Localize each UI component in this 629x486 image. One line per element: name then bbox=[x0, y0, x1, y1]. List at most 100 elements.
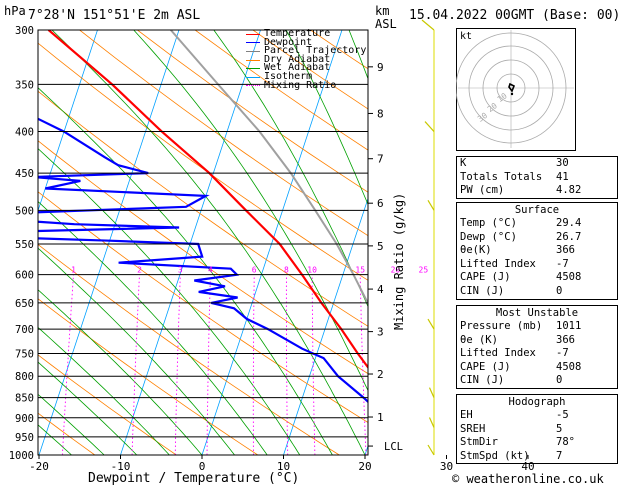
legend-label: Parcel Trajectory bbox=[264, 45, 367, 57]
hodograph-frame bbox=[456, 28, 576, 151]
wet-adiabat bbox=[38, 424, 72, 455]
km-tick-label: 4 bbox=[377, 283, 384, 296]
location-title: 7°28'N 151°51'E 2m ASL bbox=[28, 8, 201, 23]
row-label: CIN (J) bbox=[460, 284, 505, 297]
table-row: Lifted Index -7 bbox=[457, 347, 617, 361]
legend-item: Temperature bbox=[246, 29, 366, 39]
x-axis-title: Dewpoint / Temperature (°C) bbox=[88, 471, 300, 486]
mixing-ratio-label: 2 bbox=[137, 266, 142, 275]
mixing-ratio-axis-title: Mixing Ratio (g/kg) bbox=[392, 192, 406, 330]
wind-barb bbox=[427, 200, 435, 211]
pressure-unit-label: hPa bbox=[4, 4, 26, 18]
pressure-tick-label: 700 bbox=[15, 324, 34, 336]
legend-item: Mixing Ratio bbox=[246, 79, 366, 91]
mixing-ratio-label: 6 bbox=[252, 266, 257, 275]
pressure-tick-label: 450 bbox=[15, 168, 34, 180]
wind-barb bbox=[428, 417, 435, 428]
mixing-ratio-line bbox=[311, 274, 316, 455]
wet-adiabat bbox=[38, 326, 170, 455]
mixing-ratio-label: 4 bbox=[208, 266, 213, 275]
pressure-tick-label: 800 bbox=[15, 371, 34, 383]
mixing-ratio-line bbox=[61, 274, 74, 455]
asl-label: ASL bbox=[375, 17, 397, 31]
isotherm-line bbox=[120, 30, 261, 455]
row-value: -7 bbox=[556, 347, 569, 360]
table-row: PW (cm) 4.82 bbox=[457, 184, 617, 198]
legend-label: Mixing Ratio bbox=[264, 79, 337, 91]
isotherm-line bbox=[0, 30, 16, 455]
hodograph-unit-label: kt bbox=[460, 31, 472, 42]
hodograph-table: Hodograph EH -5 SREH 5 StmDir 78° StmSpd (kt) 7 bbox=[456, 394, 618, 465]
table-row: Pressure (mb) 1011 bbox=[457, 320, 617, 334]
row-value: 4.82 bbox=[556, 184, 582, 197]
legend: Temperature Dewpoint Parcel Trajectory Dry … bbox=[246, 29, 367, 91]
dry-adiabat bbox=[79, 30, 368, 237]
legend-label: Wet Adiabat bbox=[264, 62, 331, 74]
table-row: θe (K) 366 bbox=[457, 334, 617, 348]
surface-table: Surface Temp (°C) 29.4 Dewp (°C) 26.7 θe(K) 36… bbox=[456, 202, 618, 300]
wet-adiabat bbox=[285, 30, 368, 206]
isotherm-line bbox=[38, 30, 98, 212]
indices-table: K 30 Totals Totals 41 PW (cm) 4.82 bbox=[456, 156, 618, 199]
legend-swatch bbox=[246, 59, 260, 61]
row-value: 5 bbox=[556, 422, 563, 435]
dry-adiabat bbox=[38, 354, 177, 455]
dry-adiabat bbox=[38, 140, 368, 375]
km-tick-label: 9 bbox=[377, 61, 384, 74]
row-label: StmDir bbox=[460, 436, 498, 449]
dry-adiabat bbox=[0, 30, 13, 455]
legend-swatch bbox=[246, 50, 260, 52]
row-value: 7 bbox=[556, 449, 563, 462]
row-label: EH bbox=[460, 409, 473, 421]
km-tick-label: 8 bbox=[377, 107, 384, 120]
row-label: CAPE (J) bbox=[460, 360, 511, 373]
series-dewpoint bbox=[38, 117, 368, 404]
table-row: CIN (J) 0 bbox=[457, 285, 617, 299]
wet-adiabat bbox=[38, 247, 235, 455]
legend-item: Wet Adiabat bbox=[246, 62, 366, 74]
row-value: 26.7 bbox=[556, 230, 582, 243]
legend-label: Isotherm bbox=[264, 70, 313, 82]
row-label: θe(K) bbox=[460, 244, 492, 257]
lcl-label: LCL bbox=[384, 441, 403, 453]
row-value: 366 bbox=[556, 333, 575, 346]
mixing-ratio-label: 10 bbox=[307, 266, 317, 275]
table-row: CAPE (J) 4508 bbox=[457, 271, 617, 285]
isotherm-line bbox=[283, 197, 368, 455]
row-label: Totals Totals bbox=[460, 170, 543, 183]
km-tick-label: 2 bbox=[377, 368, 384, 381]
mixing-ratio-label: 8 bbox=[284, 266, 289, 275]
wet-adiabat bbox=[38, 361, 138, 455]
pressure-tick-label: 850 bbox=[15, 393, 34, 405]
row-label: StmSpd (kt) bbox=[460, 449, 530, 462]
row-value: 4508 bbox=[556, 360, 582, 373]
row-value: 78° bbox=[556, 436, 575, 449]
table-row: CAPE (J) 4508 bbox=[457, 361, 617, 375]
datetime-label: 15.04.2022 00GMT (Base: 00) bbox=[409, 8, 621, 23]
mixing-ratio-label: 20 bbox=[391, 266, 401, 275]
legend-item: Dewpoint bbox=[246, 37, 366, 48]
mixing-ratio-line bbox=[131, 274, 140, 455]
legend-item: Isotherm bbox=[246, 70, 366, 82]
row-label: CIN (J) bbox=[460, 374, 505, 387]
footer-credit: © weatheronline.co.uk bbox=[452, 472, 604, 486]
pressure-tick-label: 650 bbox=[15, 298, 34, 310]
table-row: Dewp (°C) 26.7 bbox=[457, 231, 617, 245]
mixing-ratio-line bbox=[252, 274, 255, 455]
most-unstable-table: Most Unstable Pressure (mb) 1011 θe (K) 366 L… bbox=[456, 305, 618, 389]
table-row: StmDir 78° bbox=[457, 436, 617, 450]
legend-item: Parcel Trajectory bbox=[246, 45, 367, 57]
table-row: K 30 bbox=[457, 157, 617, 171]
row-value: 30 bbox=[556, 157, 569, 169]
dry-adiabat bbox=[38, 191, 368, 423]
series-parcel-trajectory bbox=[170, 30, 368, 306]
dry-adiabat bbox=[137, 30, 368, 193]
table-section-title: Surface bbox=[514, 204, 560, 216]
temp-tick-label: 0 bbox=[199, 460, 206, 473]
row-label: Temp (°C) bbox=[460, 217, 517, 229]
pressure-tick-label: 400 bbox=[15, 127, 34, 139]
wind-barb bbox=[427, 318, 435, 330]
legend-swatch bbox=[246, 42, 260, 44]
pressure-tick-label: 300 bbox=[15, 25, 34, 37]
